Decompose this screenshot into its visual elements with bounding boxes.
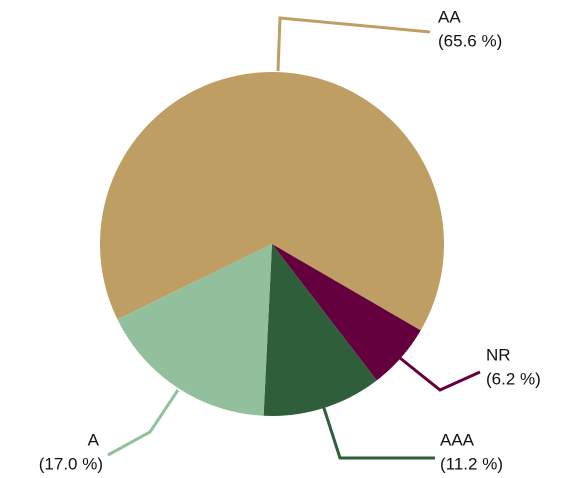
leader-line <box>399 356 481 392</box>
slice-label: AA <box>438 7 461 26</box>
slice-label: NR <box>486 345 511 364</box>
slice-value-label: (65.6 %) <box>438 31 502 50</box>
pie-slice <box>272 244 421 381</box>
leader-line <box>107 389 180 457</box>
slice-label: AAA <box>440 430 475 449</box>
slice-value-label: (6.2 %) <box>486 369 541 388</box>
slice-label: A <box>88 430 100 449</box>
leader-line <box>276 16 431 72</box>
pie-slice <box>263 244 377 416</box>
slice-value-label: (11.2 %) <box>440 454 503 473</box>
slice-value-label: (17.0 %) <box>39 454 103 473</box>
pie-slice <box>99 71 445 331</box>
pie-slice <box>117 244 272 416</box>
leader-line <box>320 401 435 460</box>
